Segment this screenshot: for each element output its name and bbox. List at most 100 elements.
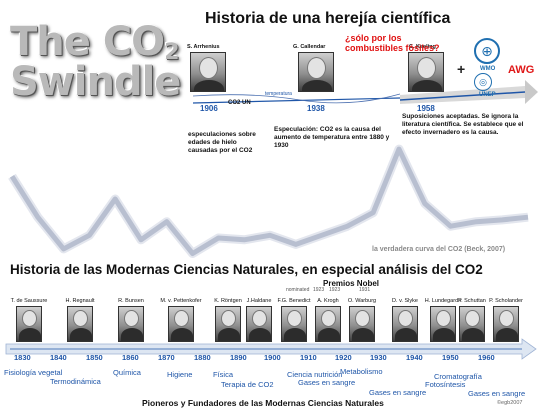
- scientist-card: P. Scholander: [483, 298, 529, 342]
- scientist-name: P. Scholander: [489, 298, 523, 304]
- plus-sign: +: [457, 61, 466, 77]
- scientist-name: O. Warburg: [347, 298, 377, 304]
- scientist-card: A. Krogh: [305, 298, 351, 342]
- awg-label: AWG: [508, 64, 535, 76]
- page-title: Historia de una herejía científica: [205, 10, 451, 27]
- scientist-card: F.G. Benedict: [271, 298, 317, 342]
- year-arrhenius: 1906: [200, 104, 218, 113]
- scientist-portrait: [118, 306, 144, 342]
- decade-label: 1900: [264, 353, 281, 362]
- scientist-card: M. v. Pettenkofer: [158, 298, 204, 342]
- unep-emblem-icon: ◎: [474, 73, 492, 91]
- portrait-callendar: [298, 52, 334, 92]
- scientist-portrait: [281, 306, 307, 342]
- scientist-name-callendar: G. Callendar: [293, 44, 326, 50]
- scientist-name: H. Regnault: [65, 298, 95, 304]
- scientist-name: P. Schuttan: [458, 298, 486, 304]
- field-label: Gases en sangre: [468, 389, 526, 398]
- copyright: ©egb2007: [497, 400, 523, 406]
- nobel-title: Premios Nobel: [323, 279, 380, 288]
- field-label: Cromatografía: [434, 372, 482, 381]
- nobel-year: 1923: [329, 287, 341, 293]
- scientist-name: K. Röntgen: [214, 298, 242, 304]
- scientist-name: J.Haldane: [246, 298, 272, 304]
- scientist-portrait: [459, 306, 485, 342]
- timeline-arrow-body: [400, 86, 525, 104]
- decade-label: 1940: [406, 353, 423, 362]
- field-label: Termodinámica: [50, 377, 101, 386]
- field-label: Ciencia nutrición: [287, 370, 343, 379]
- co2-un-label: CO2 UN: [228, 100, 251, 106]
- logo-subscript: 2: [164, 40, 179, 65]
- field-label: Terapia de CO2: [221, 380, 274, 389]
- decade-label: 1930: [370, 353, 387, 362]
- scientist-name: T. de Saussure: [10, 298, 48, 304]
- description-callendar: Especulación: CO2 es la causa del aument…: [274, 126, 390, 149]
- scientist-portrait: [349, 306, 375, 342]
- un-emblem-icon: ⊕: [474, 38, 500, 64]
- decade-label: 1910: [300, 353, 317, 362]
- decade-label: 1840: [50, 353, 67, 362]
- scientist-portrait: [493, 306, 519, 342]
- scientist-portrait: [430, 306, 456, 342]
- nobel-year: 1923: [313, 287, 325, 293]
- field-label: Fotosíntesis: [425, 380, 466, 389]
- beck-curve-label: la verdadera curva del CO2 (Beck, 2007): [372, 246, 506, 253]
- field-label: Gases en sangre: [369, 388, 427, 397]
- scientist-portrait: [392, 306, 418, 342]
- scientist-card: P. Schuttan: [449, 298, 495, 342]
- field-label: Gases en sangre: [298, 378, 356, 387]
- year-keeling: 1958: [417, 104, 435, 113]
- scientist-card: T. de Saussure: [6, 298, 52, 342]
- description-arrhenius: especulaciones sobre edades de hielo cau…: [188, 131, 256, 154]
- scientist-portrait: [215, 306, 241, 342]
- description-keeling: Suposiciones aceptadas. Se ignora la lit…: [402, 113, 524, 136]
- scientist-card: D. v. Slyke: [382, 298, 428, 342]
- decade-label: 1830: [14, 353, 31, 362]
- scientist-name: R. Bunsen: [118, 298, 144, 304]
- timeline-arrow-head: [525, 80, 538, 104]
- field-label: Física: [213, 370, 234, 379]
- scientist-card: R. Bunsen: [108, 298, 154, 342]
- scientist-card: H. Regnault: [57, 298, 103, 342]
- scientist-portrait: [168, 306, 194, 342]
- scientist-portrait: [16, 306, 42, 342]
- co2-series-line: [9, 146, 529, 256]
- unep-label: UNEP: [479, 92, 496, 98]
- decade-label: 1960: [478, 353, 495, 362]
- scientist-name-arrhenius: S. Arrhenius: [187, 44, 220, 50]
- scientist-portrait: [315, 306, 341, 342]
- logo-line-1: The CO2: [10, 22, 180, 73]
- scientist-card: O. Warburg: [339, 298, 385, 342]
- scientist-name: D. v. Slyke: [392, 298, 418, 304]
- scientist-card: H. Lundegardh: [420, 298, 466, 342]
- wmo-label: WMO: [480, 66, 496, 72]
- scientist-card: K. Röntgen: [205, 298, 251, 342]
- decade-label: 1860: [122, 353, 139, 362]
- field-label: Metabolismo: [340, 367, 383, 376]
- nobel-year: 1931: [359, 287, 371, 293]
- scientist-name: M. v. Pettenkofer: [160, 298, 202, 304]
- scientist-name: H. Lundegardh: [424, 298, 462, 304]
- field-label: Química: [113, 368, 141, 377]
- decade-label: 1870: [158, 353, 175, 362]
- nobel-nominated: nominated: [286, 287, 310, 293]
- decade-label: 1950: [442, 353, 459, 362]
- portrait-arrhenius: [190, 52, 226, 92]
- scientist-name: F.G. Benedict: [277, 298, 311, 304]
- scientist-name-keeling: C. Keeling: [409, 44, 436, 50]
- logo-line-2: Swindle: [10, 59, 181, 105]
- year-callendar: 1938: [307, 104, 325, 113]
- scientist-portrait: [67, 306, 93, 342]
- scientist-card: J.Haldane: [236, 298, 282, 342]
- scientist-portrait: [246, 306, 272, 342]
- temperature-label: temperatura: [265, 91, 292, 97]
- temperature-line: [192, 93, 401, 104]
- field-label: Fisiología vegetal: [4, 368, 63, 377]
- section-title: Historia de las Modernas Ciencias Natura…: [10, 262, 483, 277]
- footer-caption: Pioneros y Fundadores de las Modernas Ci…: [142, 398, 384, 408]
- decade-label: 1890: [230, 353, 247, 362]
